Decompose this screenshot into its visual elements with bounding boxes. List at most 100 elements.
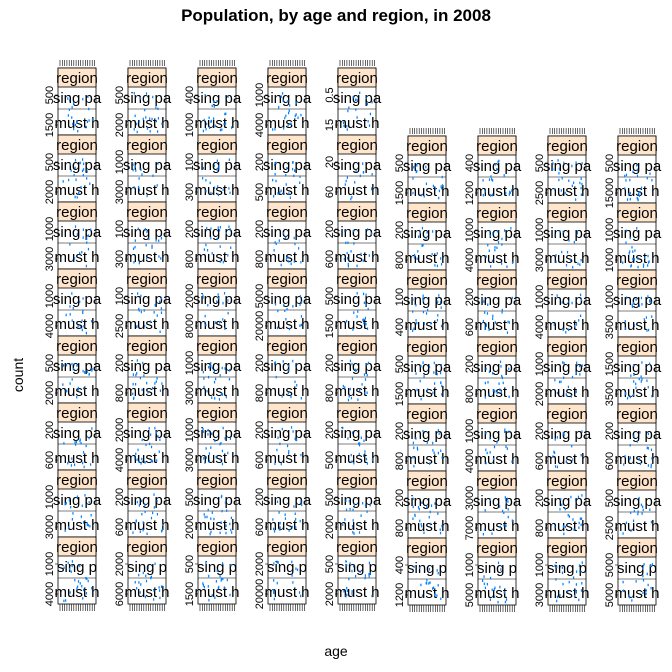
- bottom-tick-marks: [479, 605, 515, 612]
- strip-text-2: must h: [474, 183, 519, 200]
- data-point: [146, 381, 148, 385]
- data-point: [359, 442, 361, 445]
- data-point: [138, 460, 140, 463]
- data-point: [575, 583, 577, 586]
- data-point: [210, 530, 212, 534]
- data-point: [133, 186, 135, 189]
- data-point: [290, 426, 293, 429]
- y-tick-label: 3000: [44, 247, 56, 271]
- data-point: [158, 586, 160, 589]
- data-point: [299, 181, 301, 184]
- data-point: [367, 307, 369, 311]
- data-point: [622, 580, 624, 584]
- data-point: [139, 591, 141, 594]
- data-point: [501, 509, 504, 513]
- data-point: [147, 566, 149, 570]
- data-point: [154, 426, 156, 430]
- data-point: [151, 386, 154, 390]
- data-point: [81, 250, 83, 254]
- y-tick-label: 2000: [184, 284, 196, 308]
- strip-label: region: [476, 540, 518, 557]
- strip-label: region: [406, 540, 448, 557]
- top-tick-marks: [479, 128, 515, 134]
- data-point: [562, 431, 564, 435]
- data-point: [579, 373, 581, 376]
- data-point: [219, 226, 221, 229]
- data-point: [141, 512, 143, 516]
- data-point: [293, 505, 295, 508]
- data-point: [140, 294, 142, 298]
- data-point: [422, 429, 424, 433]
- strip: [57, 536, 97, 557]
- data-point: [132, 247, 135, 251]
- data-point: [288, 192, 290, 195]
- data-point: [636, 168, 639, 172]
- data-point: [289, 196, 291, 199]
- data-point: [286, 444, 289, 448]
- strip-label: region: [56, 405, 98, 422]
- strip-text-2: must h: [124, 383, 169, 400]
- strip: [407, 269, 447, 290]
- data-point: [368, 254, 370, 257]
- y-tick-label: 500: [324, 488, 336, 506]
- data-point: [505, 598, 508, 601]
- data-point: [489, 451, 491, 454]
- strip: [407, 135, 447, 156]
- data-point: [636, 174, 639, 178]
- data-point: [351, 431, 354, 435]
- data-point: [153, 493, 155, 496]
- strip-label: region: [56, 338, 98, 355]
- data-point: [352, 95, 354, 99]
- data-point: [482, 179, 484, 182]
- data-point: [277, 436, 279, 440]
- y-tick-label: 1000: [534, 352, 546, 376]
- data-point: [73, 174, 75, 177]
- data-point: [82, 311, 84, 315]
- strip-text-1: sing pa: [333, 492, 382, 509]
- strip-text-1: sing pa: [123, 425, 172, 442]
- data-point: [279, 526, 281, 529]
- data-point: [214, 397, 216, 400]
- data-point: [413, 464, 415, 468]
- strip-text-1: sing pa: [613, 292, 662, 309]
- data-point: [206, 515, 208, 519]
- data-point: [581, 581, 583, 585]
- strip: [407, 202, 447, 223]
- strip-label: region: [126, 271, 168, 288]
- data-point: [646, 379, 648, 382]
- y-tick-label: 1500: [394, 181, 406, 205]
- data-point: [222, 577, 224, 581]
- top-tick-marks: [59, 60, 95, 66]
- data-point: [505, 524, 507, 528]
- data-point: [292, 581, 294, 584]
- strip-text-1: sing pa: [403, 426, 452, 443]
- data-point: [81, 319, 83, 322]
- y-tick-label: 1000: [44, 284, 56, 308]
- data-point: [208, 116, 210, 120]
- data-point: [143, 309, 145, 312]
- strip-text-1: sing pa: [333, 291, 382, 308]
- data-point: [205, 447, 207, 450]
- data-point: [230, 246, 232, 249]
- data-point: [219, 442, 221, 446]
- data-point: [219, 320, 221, 324]
- y-tick-label: 800: [324, 384, 336, 402]
- data-point: [361, 383, 363, 386]
- data-point: [71, 292, 73, 295]
- data-point: [82, 369, 84, 373]
- data-point: [227, 95, 229, 98]
- data-point: [415, 437, 417, 440]
- data-point: [559, 594, 561, 597]
- data-point: [649, 172, 651, 175]
- data-point: [639, 431, 641, 434]
- data-point: [511, 460, 513, 463]
- data-point: [74, 225, 77, 228]
- data-point: [642, 508, 644, 512]
- strip: [57, 469, 97, 490]
- y-tick-label: 1200: [394, 583, 406, 607]
- data-point: [218, 165, 220, 168]
- data-point: [630, 265, 632, 268]
- data-point: [638, 457, 640, 461]
- y-tick-label: 5000: [464, 583, 476, 607]
- data-point: [229, 437, 232, 440]
